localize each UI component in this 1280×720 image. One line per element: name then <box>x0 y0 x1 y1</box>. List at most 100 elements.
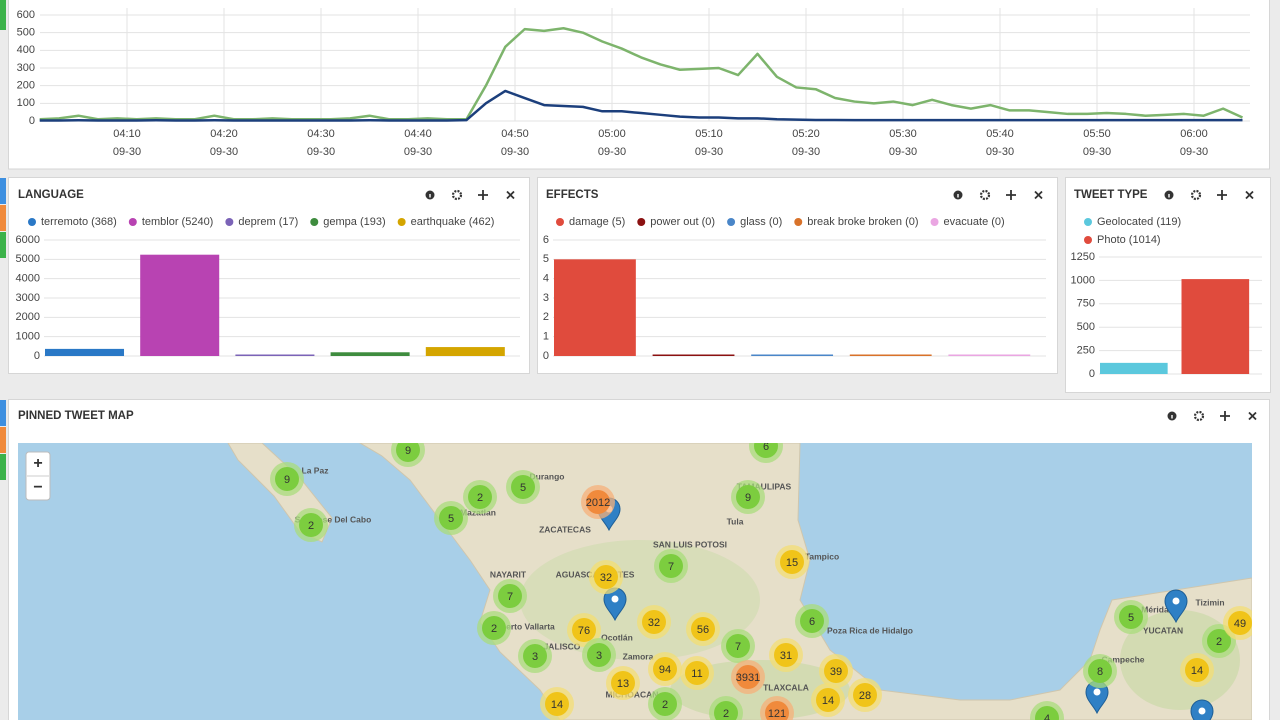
y-tick-label: 200 <box>17 80 35 92</box>
side-tab[interactable] <box>0 205 6 231</box>
cluster[interactable] <box>586 490 610 514</box>
settings-icon[interactable] <box>979 189 991 201</box>
cluster[interactable] <box>736 485 760 509</box>
cluster[interactable] <box>439 506 463 530</box>
cluster[interactable] <box>299 513 323 537</box>
cluster[interactable] <box>396 438 420 462</box>
close-icon[interactable] <box>1245 190 1254 200</box>
cluster[interactable] <box>523 644 547 668</box>
cluster-count: 13 <box>617 678 629 690</box>
cluster[interactable] <box>736 665 760 689</box>
move-icon[interactable] <box>1006 190 1016 200</box>
legend-label[interactable]: gempa (193) <box>323 216 385 228</box>
side-tab[interactable] <box>0 178 6 204</box>
zoom-out[interactable]: − <box>33 479 42 496</box>
cluster[interactable] <box>572 618 596 642</box>
close-icon[interactable] <box>1248 411 1257 421</box>
legend-label[interactable]: Geolocated (119) <box>1097 216 1181 228</box>
cluster[interactable] <box>691 617 715 641</box>
close-icon[interactable] <box>506 190 515 200</box>
y-tick-label: 5 <box>543 253 549 265</box>
cluster[interactable] <box>1119 605 1143 629</box>
legend-swatch[interactable] <box>727 218 736 226</box>
cluster[interactable] <box>587 643 611 667</box>
legend-label[interactable]: terremoto (368) <box>41 216 117 228</box>
cluster[interactable] <box>726 634 750 658</box>
place-label: La Paz <box>302 465 329 475</box>
legend-label[interactable]: glass (0) <box>740 216 782 228</box>
side-tab[interactable] <box>0 454 6 480</box>
cluster[interactable] <box>611 671 635 695</box>
legend-swatch[interactable] <box>225 218 234 226</box>
legend-label[interactable]: damage (5) <box>569 216 625 228</box>
cluster[interactable] <box>1035 706 1059 720</box>
cluster[interactable] <box>275 467 299 491</box>
cluster[interactable] <box>545 692 569 716</box>
legend-swatch[interactable] <box>128 218 137 226</box>
cluster[interactable] <box>1207 629 1231 653</box>
y-tick-label: 4 <box>543 273 549 285</box>
cluster-count: 32 <box>648 617 660 629</box>
legend-label[interactable]: evacuate (0) <box>944 216 1005 228</box>
map-pin[interactable] <box>1164 589 1188 624</box>
legend-swatch[interactable] <box>794 218 803 226</box>
side-tab[interactable] <box>0 427 6 453</box>
cluster[interactable] <box>1088 659 1112 683</box>
cluster-count: 3931 <box>736 672 760 684</box>
cluster[interactable] <box>714 701 738 720</box>
cluster[interactable] <box>780 550 804 574</box>
settings-icon[interactable] <box>1190 189 1202 201</box>
cluster[interactable] <box>824 659 848 683</box>
cluster[interactable] <box>816 688 840 712</box>
y-tick-label: 2000 <box>16 311 40 323</box>
legend-swatch[interactable] <box>310 218 319 226</box>
cluster[interactable] <box>1185 658 1209 682</box>
cluster[interactable] <box>754 434 778 458</box>
place-label: TAMAULIPAS <box>737 481 792 491</box>
cluster[interactable] <box>498 584 522 608</box>
cluster[interactable] <box>653 657 677 681</box>
legend-label[interactable]: deprem (17) <box>238 216 298 228</box>
side-tab[interactable] <box>0 0 6 30</box>
legend-label[interactable]: temblor (5240) <box>142 216 214 228</box>
legend-swatch[interactable] <box>1084 218 1092 226</box>
settings-icon[interactable] <box>1193 410 1205 422</box>
legend-swatch[interactable] <box>637 218 646 226</box>
cluster[interactable] <box>1228 611 1252 635</box>
side-tab[interactable] <box>0 232 6 258</box>
close-icon[interactable] <box>1034 190 1043 200</box>
legend-swatch[interactable] <box>1084 236 1092 244</box>
legend-label[interactable]: power out (0) <box>650 216 715 228</box>
cluster[interactable] <box>482 616 506 640</box>
x-tick-label: 05:00 <box>598 128 626 140</box>
cluster[interactable] <box>774 643 798 667</box>
legend-swatch[interactable] <box>930 218 939 226</box>
side-tab[interactable] <box>0 400 6 426</box>
x-tick-date: 09-30 <box>695 146 723 158</box>
x-tick-date: 09-30 <box>889 146 917 158</box>
legend-label[interactable]: Photo (1014) <box>1097 234 1161 246</box>
legend-swatch[interactable] <box>397 218 406 226</box>
legend-swatch[interactable] <box>28 218 36 226</box>
move-icon[interactable] <box>1217 190 1227 200</box>
legend-swatch[interactable] <box>556 218 564 226</box>
legend-label[interactable]: earthquake (462) <box>411 216 495 228</box>
cluster[interactable] <box>853 683 877 707</box>
cluster-count: 9 <box>405 445 411 457</box>
settings-icon[interactable] <box>451 189 463 201</box>
move-icon[interactable] <box>478 190 488 200</box>
cluster[interactable] <box>653 692 677 716</box>
cluster[interactable] <box>468 485 492 509</box>
cluster[interactable] <box>659 554 683 578</box>
cluster[interactable] <box>594 565 618 589</box>
cluster[interactable] <box>642 610 666 634</box>
move-icon[interactable] <box>1220 411 1230 421</box>
cluster[interactable] <box>765 701 789 720</box>
cluster[interactable] <box>685 661 709 685</box>
cluster[interactable] <box>511 475 535 499</box>
legend-label[interactable]: break broke broken (0) <box>807 216 918 228</box>
zoom-in[interactable]: + <box>33 455 42 472</box>
cluster[interactable] <box>800 609 824 633</box>
timeline-panel <box>8 0 1270 170</box>
